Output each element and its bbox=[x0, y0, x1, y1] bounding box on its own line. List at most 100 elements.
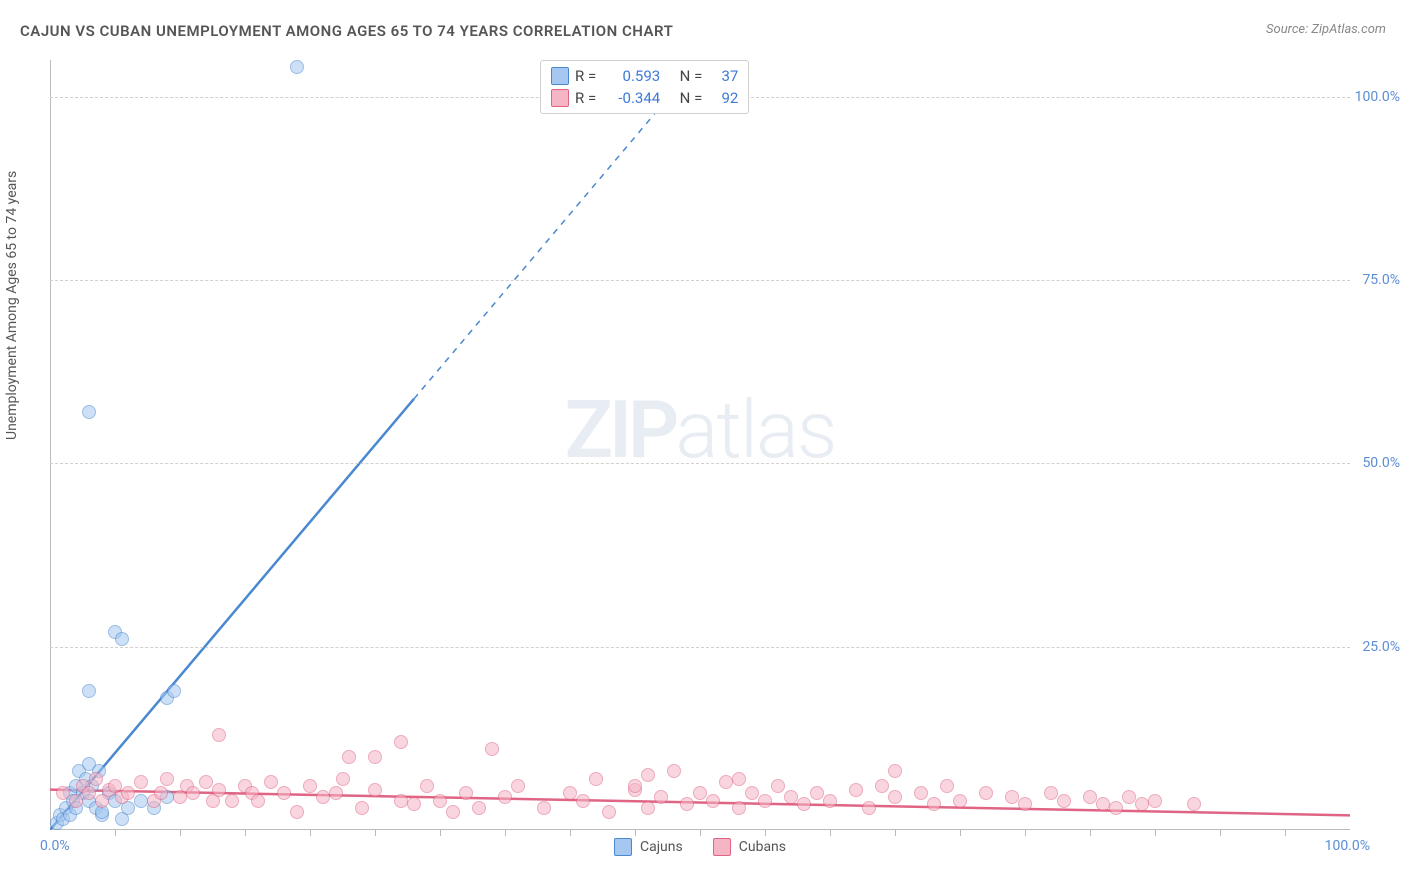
scatter-point-cubans bbox=[849, 783, 863, 797]
scatter-point-cubans bbox=[667, 764, 681, 778]
legend-stats-row-cubans: R =-0.344 N =92 bbox=[551, 87, 738, 109]
scatter-point-cubans bbox=[394, 735, 408, 749]
legend-swatch bbox=[713, 838, 731, 856]
x-tick-mark bbox=[440, 830, 441, 836]
scatter-point-cubans bbox=[433, 794, 447, 808]
n-value: 37 bbox=[708, 67, 738, 85]
scatter-point-cubans bbox=[732, 801, 746, 815]
scatter-point-cubans bbox=[628, 779, 642, 793]
scatter-point-cubans bbox=[979, 786, 993, 800]
scatter-point-cubans bbox=[199, 775, 213, 789]
scatter-point-cajuns bbox=[82, 684, 96, 698]
x-tick-mark bbox=[1155, 830, 1156, 836]
scatter-point-cubans bbox=[602, 805, 616, 819]
x-tick-label-0: 0.0% bbox=[40, 838, 70, 854]
scatter-point-cubans bbox=[1122, 790, 1136, 804]
scatter-point-cubans bbox=[316, 790, 330, 804]
scatter-point-cubans bbox=[927, 797, 941, 811]
y-tick-label: 75.0% bbox=[1340, 272, 1400, 288]
scatter-point-cubans bbox=[355, 801, 369, 815]
scatter-point-cubans bbox=[303, 779, 317, 793]
y-axis-label: Unemployment Among Ages 65 to 74 years bbox=[4, 171, 20, 440]
scatter-point-cubans bbox=[745, 786, 759, 800]
x-tick-mark bbox=[245, 830, 246, 836]
scatter-point-cubans bbox=[589, 772, 603, 786]
scatter-point-cubans bbox=[888, 764, 902, 778]
scatter-point-cubans bbox=[888, 790, 902, 804]
y-tick-label: 50.0% bbox=[1340, 455, 1400, 471]
y-tick-label: 100.0% bbox=[1340, 89, 1400, 105]
legend-swatch bbox=[614, 838, 632, 856]
x-tick-mark bbox=[960, 830, 961, 836]
x-tick-mark bbox=[1025, 830, 1026, 836]
scatter-point-cubans bbox=[810, 786, 824, 800]
scatter-point-cajuns bbox=[82, 405, 96, 419]
scatter-point-cubans bbox=[719, 775, 733, 789]
scatter-point-cubans bbox=[459, 786, 473, 800]
scatter-point-cubans bbox=[329, 786, 343, 800]
plot-area: ZIPatlas 0.0% 100.0% R =0.593 N =37R =-0… bbox=[50, 60, 1350, 830]
r-label: R = bbox=[575, 89, 596, 107]
legend-label: Cubans bbox=[739, 839, 786, 855]
x-tick-mark bbox=[895, 830, 896, 836]
scatter-point-cubans bbox=[953, 794, 967, 808]
scatter-point-cubans bbox=[680, 797, 694, 811]
x-tick-mark bbox=[180, 830, 181, 836]
n-label: N = bbox=[680, 89, 703, 107]
legend-swatch bbox=[551, 67, 569, 85]
scatter-point-cubans bbox=[576, 794, 590, 808]
scatter-point-cubans bbox=[1148, 794, 1162, 808]
scatter-point-cubans bbox=[940, 779, 954, 793]
legend-item-cajuns: Cajuns bbox=[614, 838, 683, 856]
x-tick-mark bbox=[375, 830, 376, 836]
scatter-point-cubans bbox=[511, 779, 525, 793]
scatter-point-cubans bbox=[706, 794, 720, 808]
scatter-point-cubans bbox=[420, 779, 434, 793]
x-tick-mark bbox=[1220, 830, 1221, 836]
gridline-h bbox=[50, 647, 1350, 648]
scatter-point-cubans bbox=[654, 790, 668, 804]
gridline-h bbox=[50, 463, 1350, 464]
y-tick-label: 25.0% bbox=[1340, 639, 1400, 655]
scatter-point-cubans bbox=[212, 783, 226, 797]
scatter-point-cubans bbox=[134, 775, 148, 789]
scatter-point-cubans bbox=[251, 794, 265, 808]
scatter-point-cubans bbox=[186, 786, 200, 800]
x-tick-mark bbox=[570, 830, 571, 836]
scatter-point-cubans bbox=[771, 779, 785, 793]
source-attribution: Source: ZipAtlas.com bbox=[1266, 22, 1386, 37]
scatter-point-cubans bbox=[498, 790, 512, 804]
legend-swatch bbox=[551, 89, 569, 107]
scatter-point-cubans bbox=[1109, 801, 1123, 815]
scatter-point-cubans bbox=[1005, 790, 1019, 804]
scatter-point-cubans bbox=[368, 750, 382, 764]
scatter-point-cubans bbox=[862, 801, 876, 815]
scatter-point-cubans bbox=[1044, 786, 1058, 800]
x-tick-mark bbox=[310, 830, 311, 836]
scatter-point-cubans bbox=[823, 794, 837, 808]
scatter-point-cubans bbox=[446, 805, 460, 819]
legend-stats-row-cajuns: R =0.593 N =37 bbox=[551, 65, 738, 87]
scatter-point-cajuns bbox=[290, 60, 304, 74]
scatter-point-cubans bbox=[1018, 797, 1032, 811]
legend-label: Cajuns bbox=[640, 839, 683, 855]
scatter-point-cubans bbox=[89, 772, 103, 786]
scatter-point-cubans bbox=[1096, 797, 1110, 811]
scatter-point-cubans bbox=[914, 786, 928, 800]
x-tick-mark bbox=[830, 830, 831, 836]
scatter-point-cubans bbox=[875, 779, 889, 793]
scatter-point-cubans bbox=[485, 742, 499, 756]
scatter-point-cubans bbox=[368, 783, 382, 797]
scatter-point-cubans bbox=[1187, 797, 1201, 811]
scatter-point-cubans bbox=[56, 786, 70, 800]
r-label: R = bbox=[575, 67, 596, 85]
scatter-point-cubans bbox=[1135, 797, 1149, 811]
scatter-point-cubans bbox=[1083, 790, 1097, 804]
chart-title: CAJUN VS CUBAN UNEMPLOYMENT AMONG AGES 6… bbox=[20, 22, 673, 40]
scatter-point-cubans bbox=[121, 786, 135, 800]
r-value: 0.593 bbox=[602, 67, 660, 85]
x-tick-mark bbox=[1090, 830, 1091, 836]
scatter-point-cubans bbox=[394, 794, 408, 808]
scatter-point-cubans bbox=[342, 750, 356, 764]
scatter-point-cajuns bbox=[115, 632, 129, 646]
